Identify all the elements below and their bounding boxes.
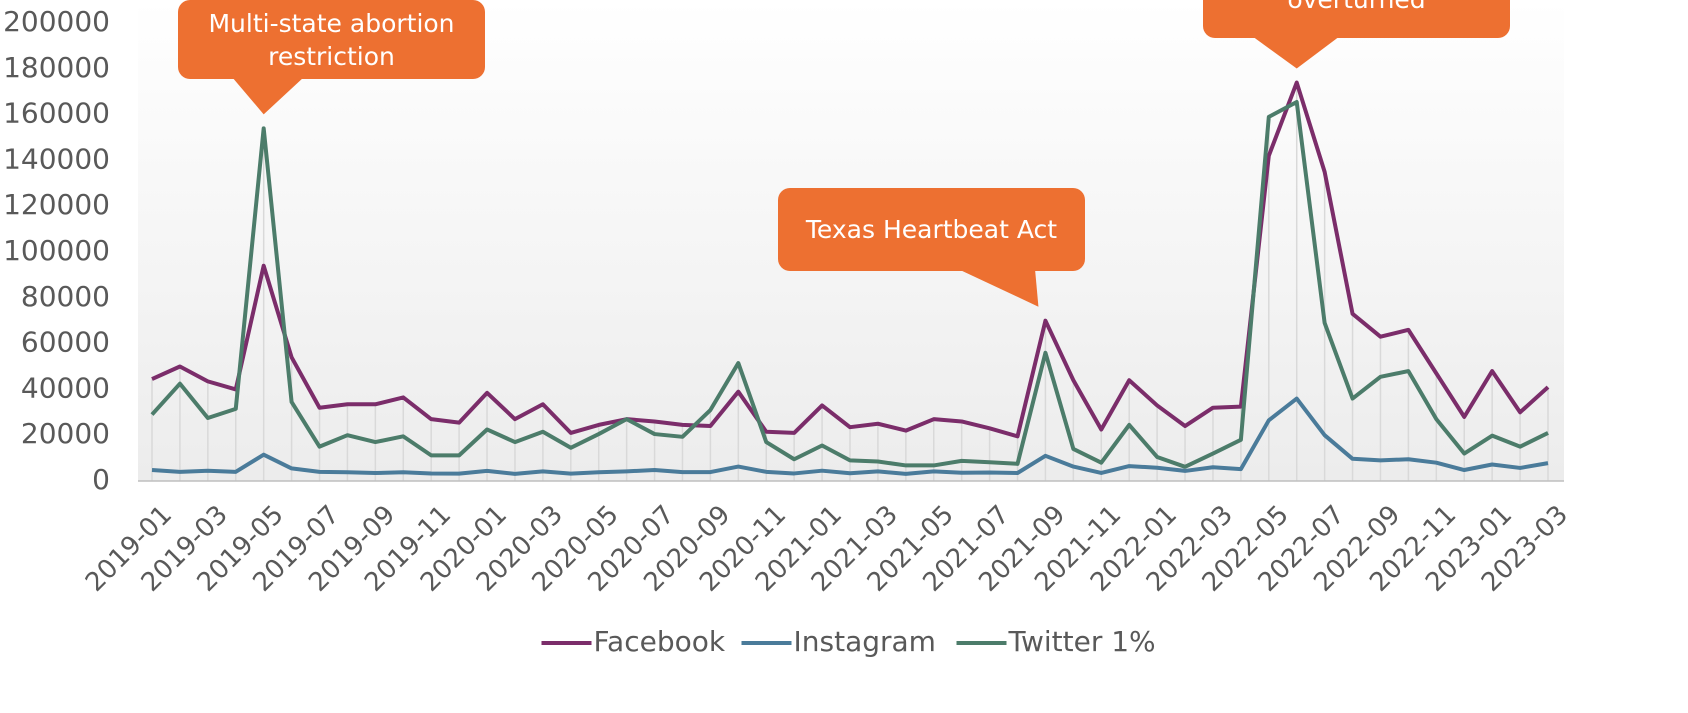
legend-label: Twitter 1% (1008, 625, 1156, 658)
callout: overturned (1203, 0, 1510, 38)
y-tick-label: 80000 (21, 280, 110, 313)
legend-label: Facebook (594, 625, 726, 658)
y-tick-label: 140000 (3, 142, 110, 175)
callout-pointer (1252, 36, 1340, 69)
y-tick-label: 100000 (3, 234, 110, 267)
y-tick-label: 200000 (3, 5, 110, 38)
y-tick-label: 180000 (3, 51, 110, 84)
line-series (150, 100, 1549, 469)
callout-pointer (232, 77, 304, 115)
legend-label: Instagram (794, 625, 936, 658)
y-tick-label: 0 (92, 463, 110, 496)
line-series (151, 396, 1549, 476)
y-tick-label: 20000 (21, 417, 110, 450)
y-tick-label: 160000 (3, 97, 110, 130)
callout-pointer (958, 269, 1039, 307)
line-series (151, 80, 1550, 439)
y-tick-label: 60000 (21, 326, 110, 359)
y-tick-label: 40000 (21, 371, 110, 404)
callout: Multi-state abortion restriction (178, 0, 485, 79)
callout: Texas Heartbeat Act (778, 188, 1085, 271)
y-tick-label: 120000 (3, 188, 110, 221)
